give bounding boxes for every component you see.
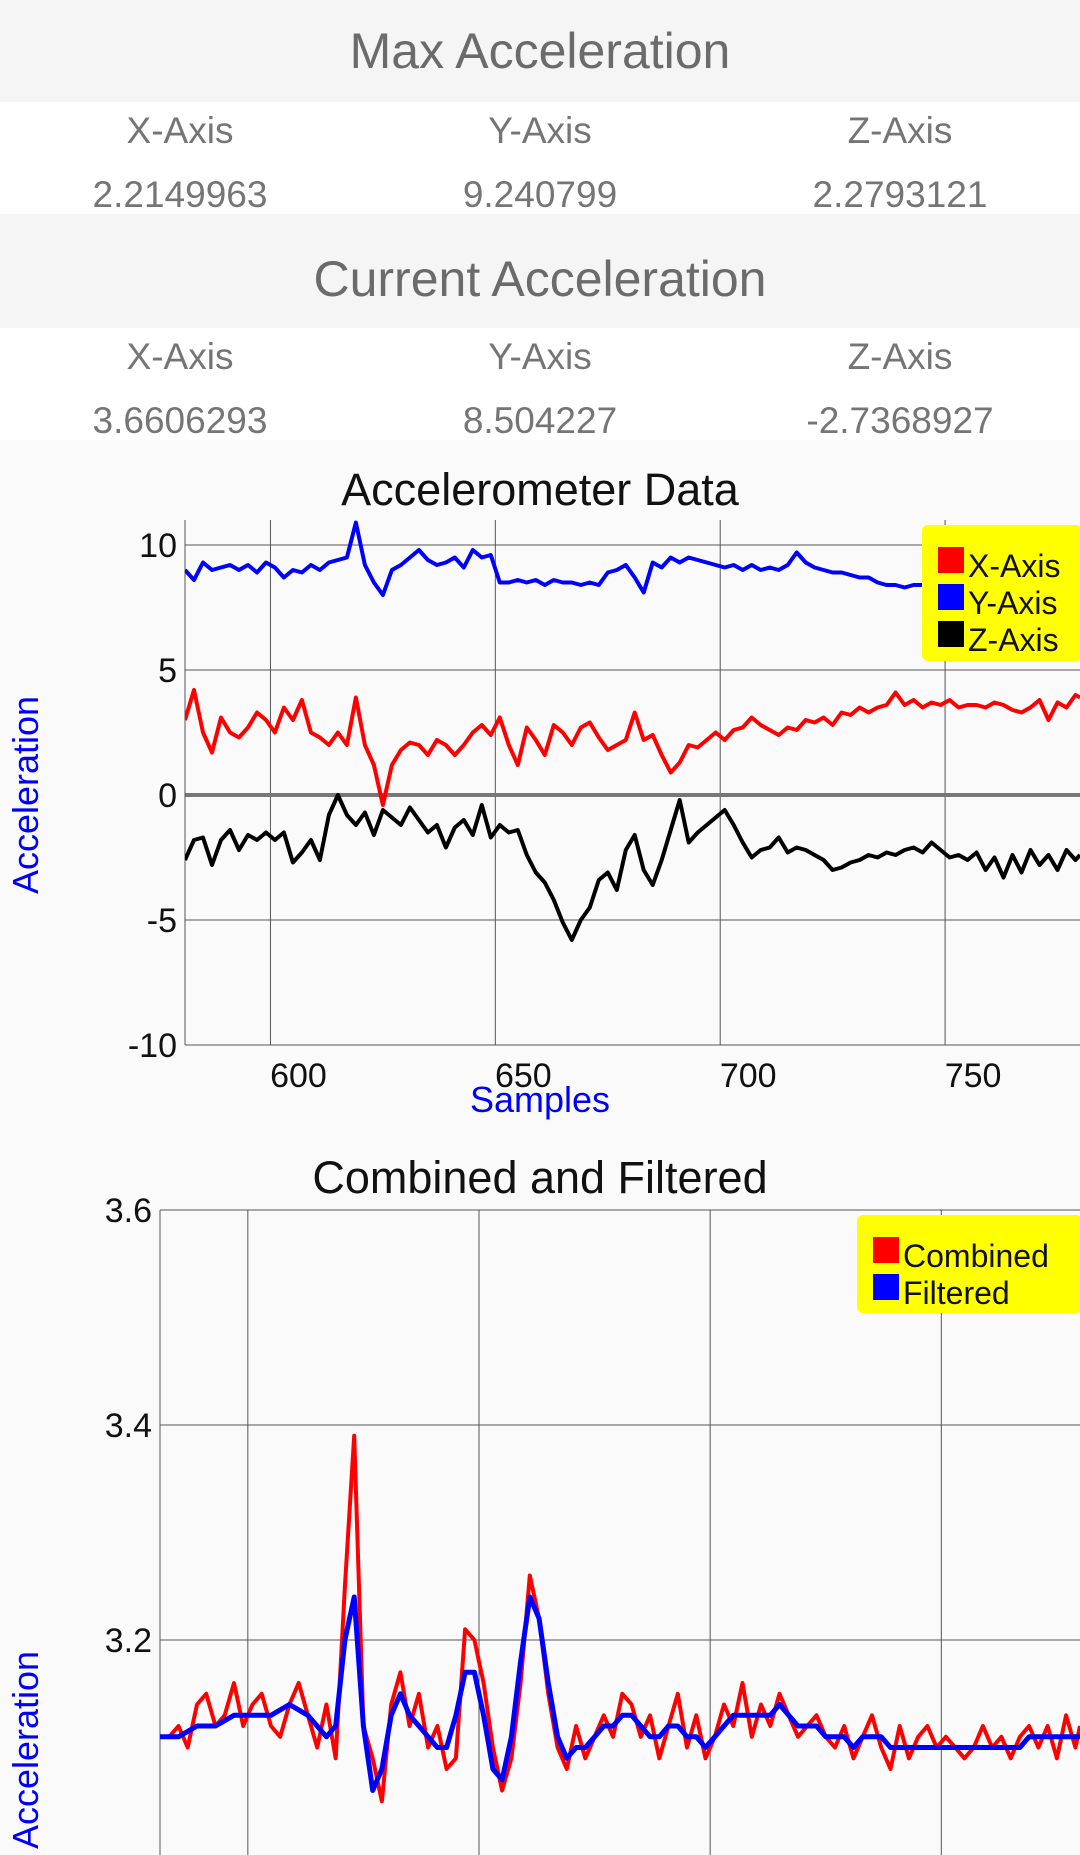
legend-swatch-combined <box>873 1237 899 1263</box>
chart-legend <box>857 1215 1080 1313</box>
series-line-y-axis <box>185 520 942 597</box>
current-acceleration-title: Current Acceleration <box>313 251 767 307</box>
y-tick-label: -10 <box>128 1027 177 1065</box>
max-acceleration-row: X-Axis Y-Axis Z-Axis 2.2149963 9.240799 … <box>0 102 1080 215</box>
combined-filtered-chart: Combined and Filtered 3.6 3.4 3.2 Accelerati… <box>5 1152 1080 1855</box>
current-x-value: 3.6606293 <box>92 400 268 441</box>
current-acceleration-header: Current Acceleration <box>0 214 1080 328</box>
legend-swatch-y-axis <box>938 584 964 610</box>
series-line-z-axis <box>185 793 1080 942</box>
y-tick-label: 3.4 <box>105 1407 152 1445</box>
y-tick-label: -5 <box>147 902 177 940</box>
x-tick-label: 600 <box>270 1057 327 1095</box>
current-x-label: X-Axis <box>126 336 234 377</box>
series-line-x-axis <box>185 688 1080 807</box>
max-x-value: 2.2149963 <box>92 174 268 215</box>
current-y-label: Y-Axis <box>488 336 592 377</box>
legend-label-y-axis: Y-Axis <box>968 585 1058 621</box>
legend-label-x-axis: X-Axis <box>968 548 1060 584</box>
x-tick-label: 750 <box>945 1057 1002 1095</box>
accelerometer-chart: Accelerometer Data 600 650 700 750 10 5 0 -5 -10 S… <box>5 464 1080 1120</box>
max-acceleration-title: Max Acceleration <box>349 23 731 79</box>
current-y-value: 8.504227 <box>462 400 618 441</box>
current-acceleration-row: X-Axis Y-Axis Z-Axis 3.6606293 8.504227 … <box>0 328 1080 441</box>
max-z-value: 2.2793121 <box>812 174 988 215</box>
chart-title: Combined and Filtered <box>312 1152 767 1203</box>
legend-label-combined: Combined <box>903 1238 1049 1274</box>
current-z-label: Z-Axis <box>847 336 953 377</box>
y-tick-label: 10 <box>139 527 177 565</box>
legend-swatch-z-axis <box>938 621 964 647</box>
y-tick-label: 3.6 <box>105 1192 152 1230</box>
max-y-label: Y-Axis <box>488 110 592 151</box>
current-z-value: -2.7368927 <box>806 400 994 441</box>
max-z-label: Z-Axis <box>847 110 953 151</box>
max-x-label: X-Axis <box>126 110 234 151</box>
series-line-filtered <box>160 1594 1080 1793</box>
legend-swatch-filtered <box>873 1274 899 1300</box>
y-tick-label: 0 <box>158 777 177 815</box>
y-axis-label: Acceleration <box>5 1651 46 1849</box>
y-axis-label: Acceleration <box>5 696 46 894</box>
chart-title: Accelerometer Data <box>341 464 740 515</box>
series-line-combined <box>160 1433 1080 1804</box>
x-tick-label: 650 <box>495 1057 552 1095</box>
y-tick-label: 5 <box>158 652 177 690</box>
y-tick-label: 3.2 <box>105 1622 152 1660</box>
legend-swatch-x-axis <box>938 547 964 573</box>
max-y-value: 9.240799 <box>462 174 618 215</box>
legend-label-z-axis: Z-Axis <box>968 622 1059 658</box>
legend-label-filtered: Filtered <box>903 1275 1010 1311</box>
x-tick-label: 700 <box>720 1057 777 1095</box>
max-acceleration-header: Max Acceleration <box>0 0 1080 102</box>
x-axis-label: Samples <box>470 1079 610 1120</box>
